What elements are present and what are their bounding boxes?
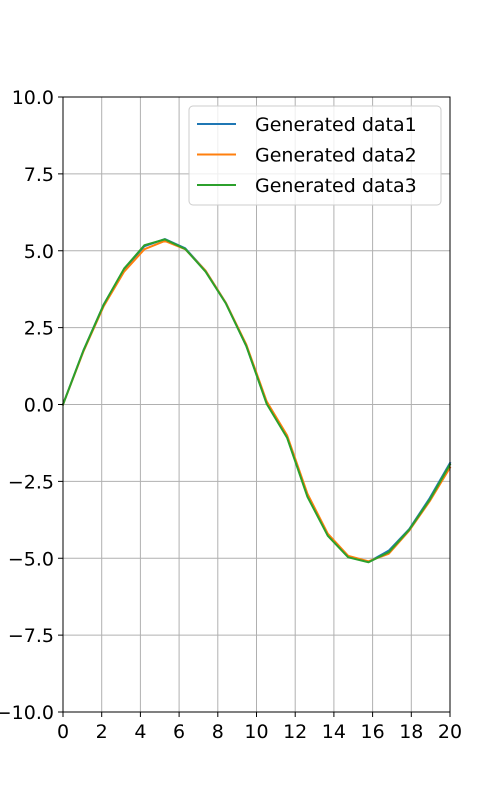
x-tick-label: 16: [361, 721, 385, 743]
x-tick-label: 0: [57, 721, 69, 743]
y-tick-label: −2.5: [8, 471, 54, 493]
y-tick-label: −7.5: [8, 625, 54, 647]
x-tick-label: 18: [399, 721, 423, 743]
x-tick-label: 8: [212, 721, 224, 743]
x-tick-label: 10: [244, 721, 268, 743]
y-tick-label: 10.0: [12, 87, 54, 109]
x-tick-label: 12: [283, 721, 307, 743]
legend-label-1: Generated data1: [255, 114, 417, 136]
y-tick-label: 0.0: [24, 395, 54, 417]
y-tick-label: 2.5: [24, 318, 54, 340]
x-tick-label: 4: [134, 721, 146, 743]
x-tick-label: 6: [173, 721, 185, 743]
y-tick-label: 5.0: [24, 241, 54, 263]
y-tick-label: −10.0: [0, 702, 54, 724]
legend: Generated data1 Generated data2 Generated …: [189, 106, 441, 205]
x-tick-label: 14: [322, 721, 346, 743]
x-tick-label: 2: [96, 721, 108, 743]
x-tick-label: 20: [438, 721, 462, 743]
legend-label-3: Generated data3: [255, 175, 417, 197]
y-tick-label: 7.5: [24, 164, 54, 186]
legend-label-2: Generated data2: [255, 145, 417, 167]
y-tick-label: −5.0: [8, 548, 54, 570]
